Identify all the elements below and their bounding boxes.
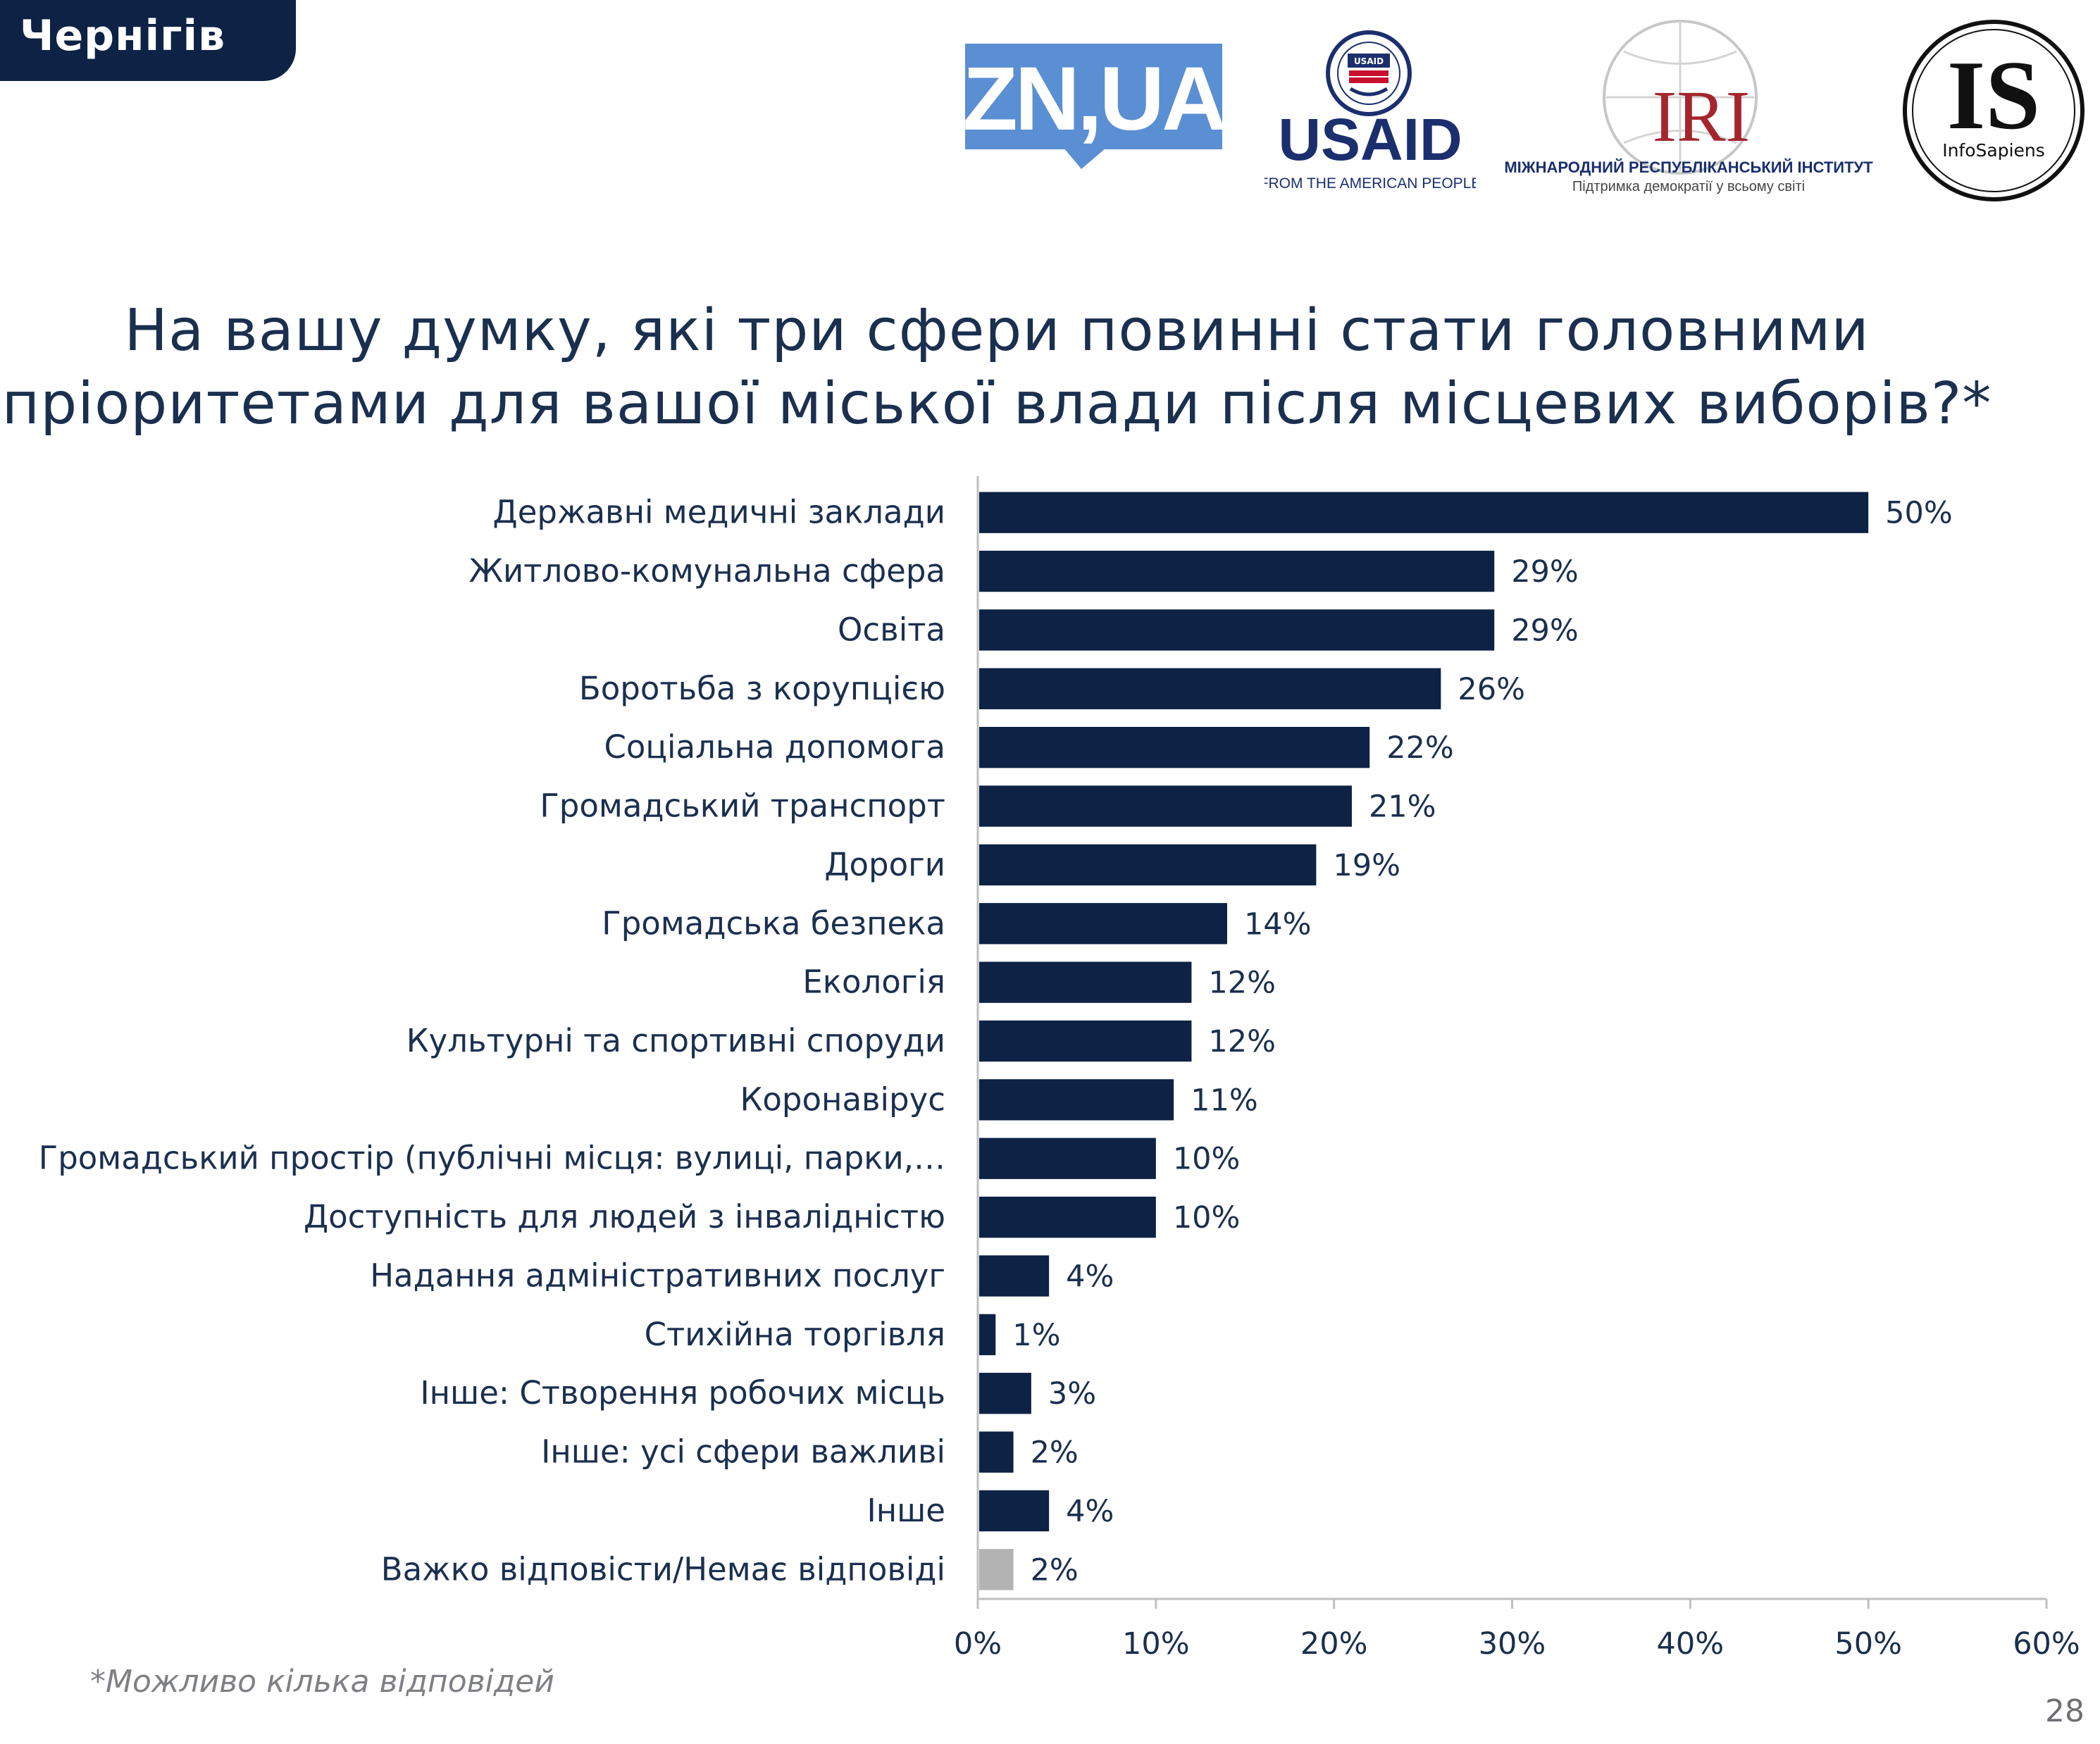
value-label: 21% <box>1369 790 1436 825</box>
bar <box>979 1490 1050 1532</box>
category-label: Громадський транспорт <box>540 787 945 825</box>
category-label: Доступність для людей з інвалідністю <box>304 1198 945 1235</box>
x-tick-label: 60% <box>2013 1626 2080 1662</box>
zn-ua-logo: ZN,UA <box>965 44 1222 169</box>
iri-logo: IRI МІЖНАРОДНИЙ РЕСПУБЛІКАНСЬКИЙ ІНСТИТУ… <box>1504 20 1873 194</box>
bar <box>979 961 1192 1003</box>
iri-name: МІЖНАРОДНИЙ РЕСПУБЛІКАНСЬКИЙ ІНСТИТУТ <box>1504 158 1873 176</box>
chart-title: На вашу думку, які три сфери повинні ста… <box>0 294 1994 441</box>
category-label: Житлово-комунальна сфера <box>469 552 945 590</box>
category-label: Громадська безпека <box>602 904 945 942</box>
value-label: 12% <box>1208 966 1276 1001</box>
value-label: 29% <box>1511 613 1579 648</box>
bar <box>979 1196 1156 1238</box>
bar <box>979 609 1495 651</box>
x-tick-label: 40% <box>1657 1626 1725 1662</box>
city-tab: Чернігів <box>0 0 296 81</box>
category-label: Інше <box>866 1492 945 1529</box>
value-label: 12% <box>1208 1024 1276 1059</box>
infosapiens-monogram: IS <box>1947 41 2040 150</box>
bar <box>979 668 1441 709</box>
value-label: 50% <box>1885 496 1953 531</box>
x-tick-label: 10% <box>1122 1626 1190 1662</box>
value-label: 11% <box>1191 1083 1258 1118</box>
usaid-logo: USAID USAID FROM THE AMERICAN PEOPLE <box>1265 30 1476 192</box>
bar <box>979 1079 1174 1121</box>
bar <box>979 903 1227 945</box>
value-label: 4% <box>1066 1494 1114 1529</box>
value-label: 29% <box>1511 554 1579 590</box>
value-label: 19% <box>1333 848 1400 883</box>
value-label: 26% <box>1458 672 1525 707</box>
usaid-wordmark: USAID <box>1278 106 1462 173</box>
category-label: Соціальна допомога <box>604 728 945 766</box>
value-label: 2% <box>1031 1435 1079 1471</box>
category-label: Громадський простір (публічні місця: вул… <box>39 1140 945 1177</box>
category-label: Інше: Створення робочих місць <box>420 1374 945 1412</box>
bar <box>979 785 1352 827</box>
city-name: Чернігів <box>20 11 226 61</box>
chart-title-line-1: На вашу думку, які три сфери повинні ста… <box>124 297 1870 364</box>
category-label: Державні медичні заклади <box>493 494 945 531</box>
chart-title-line-2: пріоритетами для вашої міської влади піс… <box>1 370 1992 437</box>
category-label: Культурні та спортивні споруди <box>406 1022 945 1059</box>
category-label: Освіта <box>838 611 945 648</box>
value-label: 3% <box>1048 1376 1096 1412</box>
x-axis: 0% 10% 20% 30% 40% 50% 60% <box>954 476 2080 1662</box>
value-label: 22% <box>1386 730 1454 766</box>
usaid-tagline: FROM THE AMERICAN PEOPLE <box>1265 175 1476 192</box>
value-label: 4% <box>1066 1259 1114 1294</box>
bar <box>979 1255 1050 1297</box>
bar <box>979 1020 1192 1062</box>
x-tick-label: 30% <box>1479 1626 1546 1662</box>
x-tick-label: 0% <box>954 1626 1002 1662</box>
category-label: Коронавірус <box>740 1080 945 1118</box>
bar <box>979 1138 1156 1179</box>
category-label: Екологія <box>802 964 945 1001</box>
category-label: Надання адміністративних послуг <box>370 1257 945 1294</box>
value-label: 10% <box>1173 1142 1241 1177</box>
bar <box>979 550 1495 592</box>
page-number: 28 <box>2045 1693 2085 1729</box>
bar <box>979 1373 1031 1414</box>
category-label: Інше: усі сфери важливі <box>541 1433 945 1471</box>
footnote: *Можливо кілька відповідей <box>90 1664 554 1700</box>
bar <box>979 492 1869 533</box>
bar <box>979 1431 1014 1473</box>
value-label: 14% <box>1244 907 1312 942</box>
bar <box>979 726 1370 768</box>
category-label: Дороги <box>824 846 945 883</box>
infosapiens-logo: IS InfoSapiens <box>1903 20 2085 201</box>
iri-wordmark: IRI <box>1653 76 1751 157</box>
infosapiens-name: InfoSapiens <box>1942 140 2045 161</box>
iri-tagline: Підтримка демократії у всьому світі <box>1572 179 1805 194</box>
zn-ua-logo-text: ZN,UA <box>965 49 1222 149</box>
bar <box>979 1549 1014 1590</box>
value-label: 10% <box>1173 1200 1241 1235</box>
bar <box>979 844 1317 886</box>
category-label: Важко відповісти/Немає відповіді <box>381 1550 945 1588</box>
x-tick-label: 20% <box>1300 1626 1368 1662</box>
bar <box>979 1314 996 1356</box>
x-tick-label: 50% <box>1834 1626 1902 1662</box>
usaid-seal-text: USAID <box>1354 56 1384 66</box>
value-label: 2% <box>1031 1552 1079 1588</box>
bars-layer: Державні медичні заклади 50% Житлово-комун… <box>39 492 1953 1590</box>
value-label: 1% <box>1012 1318 1060 1353</box>
category-label: Стихійна торгівля <box>645 1316 945 1353</box>
category-label: Боротьба з корупцією <box>579 670 945 707</box>
